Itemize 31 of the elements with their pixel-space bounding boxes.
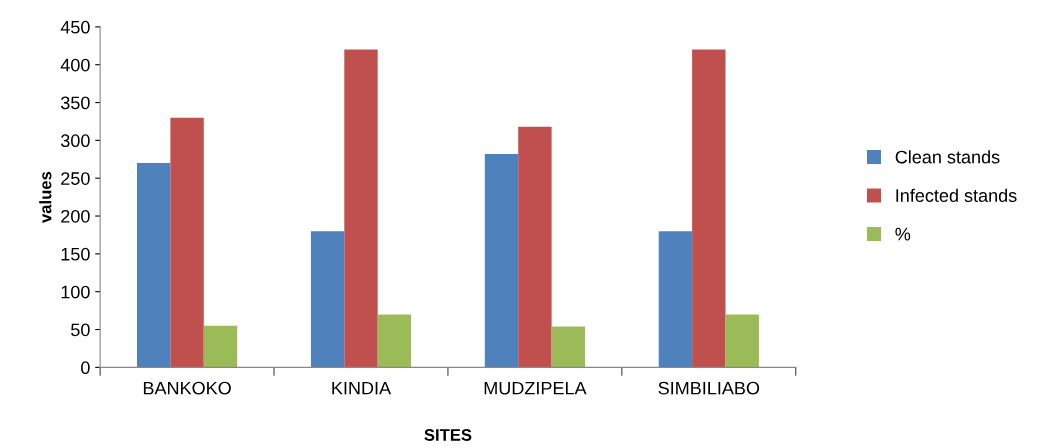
y-tick-label: 300 (60, 134, 90, 148)
bar (658, 231, 693, 368)
x-tick-label: SIMBILIABO (658, 381, 760, 395)
y-tick-label: 450 (60, 20, 90, 34)
y-tick-label: 100 (61, 285, 90, 299)
y-tick-label: 400 (60, 58, 90, 72)
bar (203, 325, 238, 368)
y-axis-title: values (39, 171, 52, 223)
bar (551, 326, 585, 368)
y-tick-label: 350 (60, 96, 90, 110)
bar (170, 117, 204, 368)
bar (344, 49, 378, 368)
y-tick-label: 50 (71, 323, 90, 337)
legend-label: Infected stands (896, 188, 1017, 202)
y-tick-label: 0 (81, 361, 90, 375)
bar (484, 153, 519, 368)
legend-label: Clean stands (895, 150, 1000, 164)
y-tick-label: 250 (61, 172, 90, 185)
x-tick-label: BANKOKO (143, 381, 231, 395)
y-tick-label: 200 (61, 209, 90, 223)
bar (310, 231, 345, 368)
y-tick-label: 150 (61, 247, 90, 261)
legend-label: % (895, 227, 911, 241)
bar (725, 314, 759, 368)
bar (137, 163, 171, 368)
bar (518, 126, 552, 368)
x-axis-title: SITES (424, 429, 472, 441)
x-tick-label: KINDIA (332, 381, 392, 395)
bar (692, 49, 726, 368)
x-tick-label: MUDZIPELA (484, 381, 587, 395)
bar (377, 314, 412, 368)
